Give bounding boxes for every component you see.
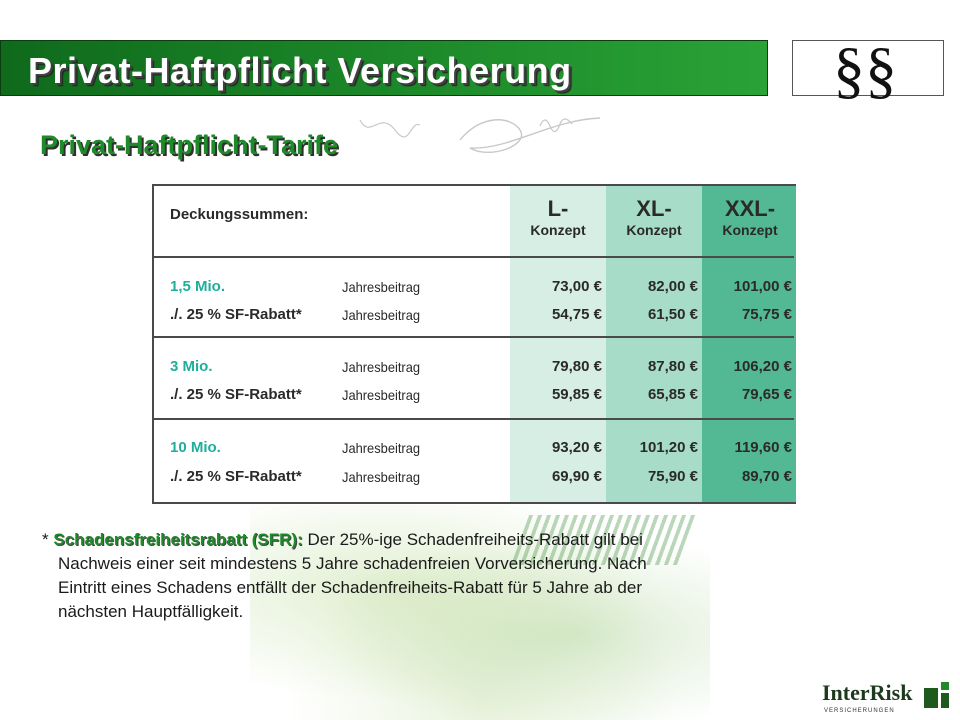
footnote-line: Eintritt eines Schadens entfällt der Sch…: [58, 578, 643, 597]
price-cell: 89,70 €: [741, 468, 792, 485]
price-cell: 54,75 €: [551, 306, 602, 323]
column-name: L-: [547, 196, 569, 221]
coverage-sum: 3 Mio.: [170, 358, 213, 375]
brand-mark-icon: [924, 682, 949, 708]
price-cell: 101,20 €: [639, 439, 698, 456]
column-name: XL-: [636, 196, 672, 221]
column-bg-l: [510, 186, 606, 502]
price-cell: 87,80 €: [647, 358, 698, 375]
rebate-label: ./. 25 % SF-Rabatt*: [170, 386, 302, 403]
section-subtitle: Privat-Haftpflicht-Tarife: [40, 130, 339, 160]
price-cell: 101,00 €: [733, 278, 792, 295]
column-bg-xl: [606, 186, 702, 502]
footnote-line: Nachweis einer seit mindestens 5 Jahre s…: [58, 554, 647, 573]
coverage-sum: 10 Mio.: [170, 439, 221, 456]
price-cell: 93,20 €: [551, 439, 602, 456]
paragraph-section-icon: §§: [833, 35, 897, 105]
logo-box: §§: [792, 35, 944, 105]
footnote-star: *: [42, 530, 49, 549]
row-desc: Jahresbeitrag: [342, 279, 421, 295]
price-cell: 79,65 €: [741, 386, 792, 403]
row-desc: Jahresbeitrag: [342, 469, 421, 485]
coverage-sum: 1,5 Mio.: [170, 278, 226, 295]
row-desc: Jahresbeitrag: [342, 307, 421, 323]
price-cell: 75,90 €: [647, 468, 698, 485]
svg-text:§§: §§: [833, 35, 897, 105]
price-cell: 106,20 €: [733, 358, 792, 375]
column-sub: Konzept: [626, 222, 682, 238]
row-divider: [154, 418, 794, 420]
brand-logo-text: InterRisk: [822, 680, 913, 705]
row-desc: Jahresbeitrag: [342, 359, 421, 375]
price-cell: 69,90 €: [551, 468, 602, 485]
footnote-term: Schadensfreiheitsrabatt (SFR):: [53, 530, 303, 549]
row-desc: Jahresbeitrag: [342, 387, 421, 403]
column-header-xl: XL- Konzept: [606, 186, 702, 240]
column-name: XXL-: [724, 196, 776, 221]
rebate-label: ./. 25 % SF-Rabatt*: [170, 306, 302, 323]
column-sub: Konzept: [530, 222, 586, 238]
price-cell: 119,60 €: [734, 439, 792, 456]
tariff-table: Deckungssummen: L- Konzept XL- Konzept X…: [152, 184, 796, 504]
row-desc: Jahresbeitrag: [342, 440, 421, 456]
footnote: * Schadensfreiheitsrabatt (SFR): Der 25%…: [42, 528, 902, 624]
brand-tagline: VERSICHERUNGEN: [824, 708, 895, 714]
footnote-line: nächsten Hauptfälligkeit.: [58, 602, 244, 621]
column-header-l: L- Konzept: [510, 186, 606, 240]
price-cell: 75,75 €: [741, 306, 792, 323]
row-divider: [154, 336, 794, 338]
title-bar: [0, 40, 768, 96]
signature-decoration: [359, 117, 601, 153]
price-cell: 73,00 €: [551, 278, 602, 295]
table-header-label: Deckungssummen:: [170, 206, 309, 223]
row-divider: [154, 256, 794, 258]
footnote-line: Der 25%-ige Schadenfreiheits-Rabatt gilt…: [307, 530, 643, 549]
rebate-label: ./. 25 % SF-Rabatt*: [170, 468, 302, 485]
price-cell: 79,80 €: [551, 358, 602, 375]
price-cell: 82,00 €: [647, 278, 698, 295]
page-title: Privat-Haftpflicht Versicherung: [28, 50, 572, 91]
column-sub: Konzept: [722, 222, 778, 238]
column-header-xxl: XXL- Konzept: [702, 186, 798, 240]
price-cell: 59,85 €: [551, 386, 602, 403]
price-cell: 61,50 €: [647, 306, 698, 323]
price-cell: 65,85 €: [647, 386, 698, 403]
column-bg-xxl: [702, 186, 796, 502]
